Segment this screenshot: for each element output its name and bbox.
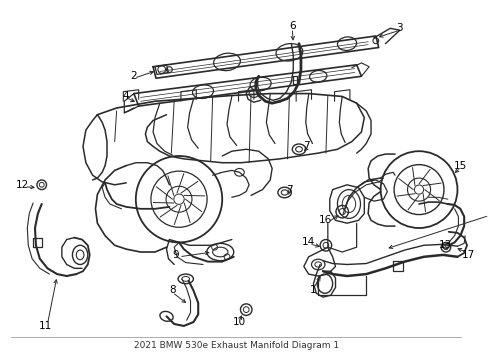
- Text: 3: 3: [396, 23, 402, 33]
- Text: 2: 2: [130, 71, 137, 81]
- Text: 2021 BMW 530e Exhaust Manifold Diagram 1: 2021 BMW 530e Exhaust Manifold Diagram 1: [133, 341, 338, 350]
- Text: 14: 14: [302, 237, 315, 247]
- Text: 4: 4: [122, 90, 129, 100]
- Text: 11: 11: [39, 321, 52, 331]
- Text: 9: 9: [172, 250, 179, 260]
- Text: 5: 5: [485, 208, 488, 219]
- Text: 6: 6: [288, 21, 295, 31]
- Text: 17: 17: [461, 250, 474, 260]
- Text: 10: 10: [232, 317, 245, 327]
- Text: 7: 7: [285, 185, 292, 195]
- Text: 12: 12: [16, 180, 29, 190]
- Text: 13: 13: [437, 240, 451, 250]
- Text: 1: 1: [309, 285, 316, 296]
- Text: 7: 7: [303, 141, 309, 152]
- Text: 15: 15: [453, 161, 466, 171]
- Text: 8: 8: [169, 285, 175, 296]
- Text: 16: 16: [319, 215, 332, 225]
